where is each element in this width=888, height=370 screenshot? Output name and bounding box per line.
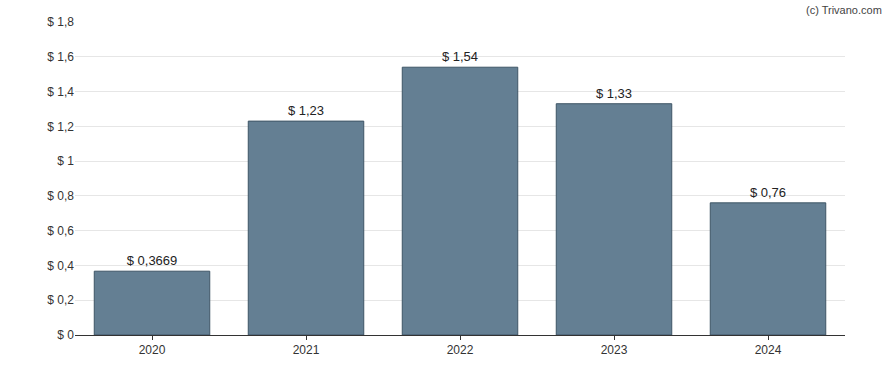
svg-text:$ 0,76: $ 0,76 [750,185,786,200]
svg-text:(c) Trivano.com: (c) Trivano.com [806,4,882,16]
svg-text:2022: 2022 [447,343,474,357]
svg-text:$ 0,6: $ 0,6 [47,224,74,238]
svg-text:2023: 2023 [601,343,628,357]
svg-text:$ 1,6: $ 1,6 [47,50,74,64]
svg-text:$ 1,8: $ 1,8 [47,15,74,29]
svg-text:$ 0,4: $ 0,4 [47,259,74,273]
svg-text:$ 1,33: $ 1,33 [596,86,632,101]
svg-text:2024: 2024 [755,343,782,357]
svg-text:$ 0,8: $ 0,8 [47,189,74,203]
svg-text:$ 1,4: $ 1,4 [47,85,74,99]
svg-text:$ 0: $ 0 [57,328,74,342]
svg-text:$ 1: $ 1 [57,154,74,168]
svg-text:$ 0,2: $ 0,2 [47,293,74,307]
svg-text:$ 1,2: $ 1,2 [47,120,74,134]
svg-text:$ 1,54: $ 1,54 [442,49,478,64]
svg-text:$ 0,3669: $ 0,3669 [127,253,178,268]
svg-text:2021: 2021 [293,343,320,357]
svg-text:$ 1,23: $ 1,23 [288,103,324,118]
svg-text:2020: 2020 [139,343,166,357]
